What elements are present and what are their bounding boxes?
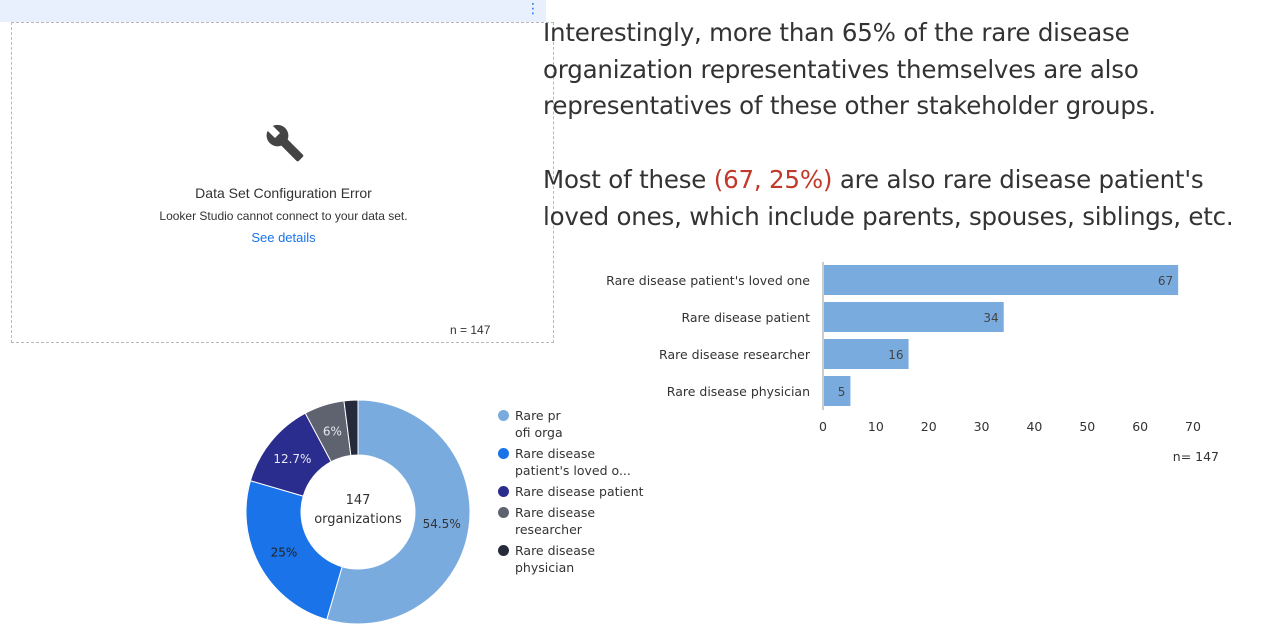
legend-item[interactable]: Rare disease physician bbox=[498, 542, 648, 576]
bar-data-label: 34 bbox=[983, 311, 998, 325]
legend-label: Rare disease patient's loved o... bbox=[515, 446, 631, 478]
bar-category-label: Rare disease physician bbox=[667, 384, 810, 399]
legend-swatch bbox=[498, 448, 509, 459]
bar bbox=[824, 376, 851, 406]
donut-slice-label: 6% bbox=[323, 424, 342, 438]
bar bbox=[824, 265, 1179, 295]
donut-slice bbox=[245, 480, 343, 621]
error-panel-n-label: n = 147 bbox=[450, 323, 491, 337]
legend-item[interactable]: Rare disease patient's loved o... bbox=[498, 445, 648, 479]
bar bbox=[824, 302, 1004, 332]
x-tick-label: 40 bbox=[1026, 419, 1042, 434]
paragraph-2-highlight: (67, 25%) bbox=[713, 165, 833, 194]
paragraph-2-start: Most of these bbox=[543, 165, 714, 194]
legend-swatch bbox=[498, 486, 509, 497]
legend-label: Rare profi orga bbox=[515, 408, 563, 440]
bar bbox=[824, 339, 909, 369]
x-tick-label: 0 bbox=[819, 419, 827, 434]
error-title: Data Set Configuration Error bbox=[195, 185, 372, 201]
legend-label: Rare disease researcher bbox=[515, 505, 596, 537]
paragraph-1: Interestingly, more than 65% of the rare… bbox=[543, 18, 1156, 120]
legend-swatch bbox=[498, 545, 509, 556]
error-message: Looker Studio cannot connect to your dat… bbox=[159, 209, 408, 223]
donut-center-label: organizations bbox=[314, 512, 402, 527]
legend-item[interactable]: Rare disease patient bbox=[498, 483, 648, 500]
x-tick-label: 50 bbox=[1079, 419, 1095, 434]
paragraph-2-end: are also rare disease patient's loved on… bbox=[543, 165, 1234, 231]
bar-chart-n-label: n= 147 bbox=[1173, 449, 1219, 464]
legend-label: Rare disease patient bbox=[515, 484, 644, 499]
bar-category-label: Rare disease patient's loved one bbox=[606, 273, 810, 288]
donut-slice bbox=[343, 399, 359, 457]
donut-slice-label: 12.7% bbox=[273, 452, 311, 466]
see-details-link[interactable]: See details bbox=[251, 230, 316, 245]
legend-swatch bbox=[498, 507, 509, 518]
bar-data-label: 5 bbox=[838, 385, 846, 399]
organization-donut-chart: 54.5% 25% 12.7% 6% 147 organizations bbox=[245, 399, 471, 625]
donut-legend: Rare profi orga Rare disease patient's lo… bbox=[498, 407, 648, 580]
x-tick-label: 30 bbox=[974, 419, 990, 434]
bar-category-label: Rare disease patient bbox=[681, 310, 810, 325]
donut-slice-label: 25% bbox=[271, 546, 298, 560]
x-tick-label: 60 bbox=[1132, 419, 1148, 434]
legend-label: Rare disease physician bbox=[515, 543, 596, 575]
stakeholder-bar-chart: Rare disease patient's loved one 67 Rare d… bbox=[606, 262, 1219, 464]
legend-swatch bbox=[498, 410, 509, 421]
donut-center-count: 147 bbox=[346, 493, 371, 508]
legend-item[interactable]: Rare disease researcher bbox=[498, 504, 648, 538]
x-tick-label: 70 bbox=[1185, 419, 1201, 434]
panel-header-bar bbox=[0, 0, 546, 22]
bar-category-label: Rare disease researcher bbox=[659, 347, 811, 362]
bar-data-label: 16 bbox=[888, 348, 903, 362]
donut-slice bbox=[326, 399, 471, 625]
paragraph-2: Most of these (67, 25%) are also rare di… bbox=[543, 162, 1263, 235]
legend-item[interactable]: Rare profi orga bbox=[498, 407, 648, 441]
donut-slice-label: 54.5% bbox=[423, 517, 461, 531]
kebab-menu-icon[interactable]: ⋮ bbox=[526, 1, 540, 17]
bar-data-label: 67 bbox=[1158, 274, 1173, 288]
error-panel: Data Set Configuration Error Looker Stud… bbox=[11, 22, 554, 343]
x-tick-label: 20 bbox=[921, 419, 937, 434]
wrench-icon bbox=[266, 124, 304, 162]
x-tick-label: 10 bbox=[868, 419, 884, 434]
